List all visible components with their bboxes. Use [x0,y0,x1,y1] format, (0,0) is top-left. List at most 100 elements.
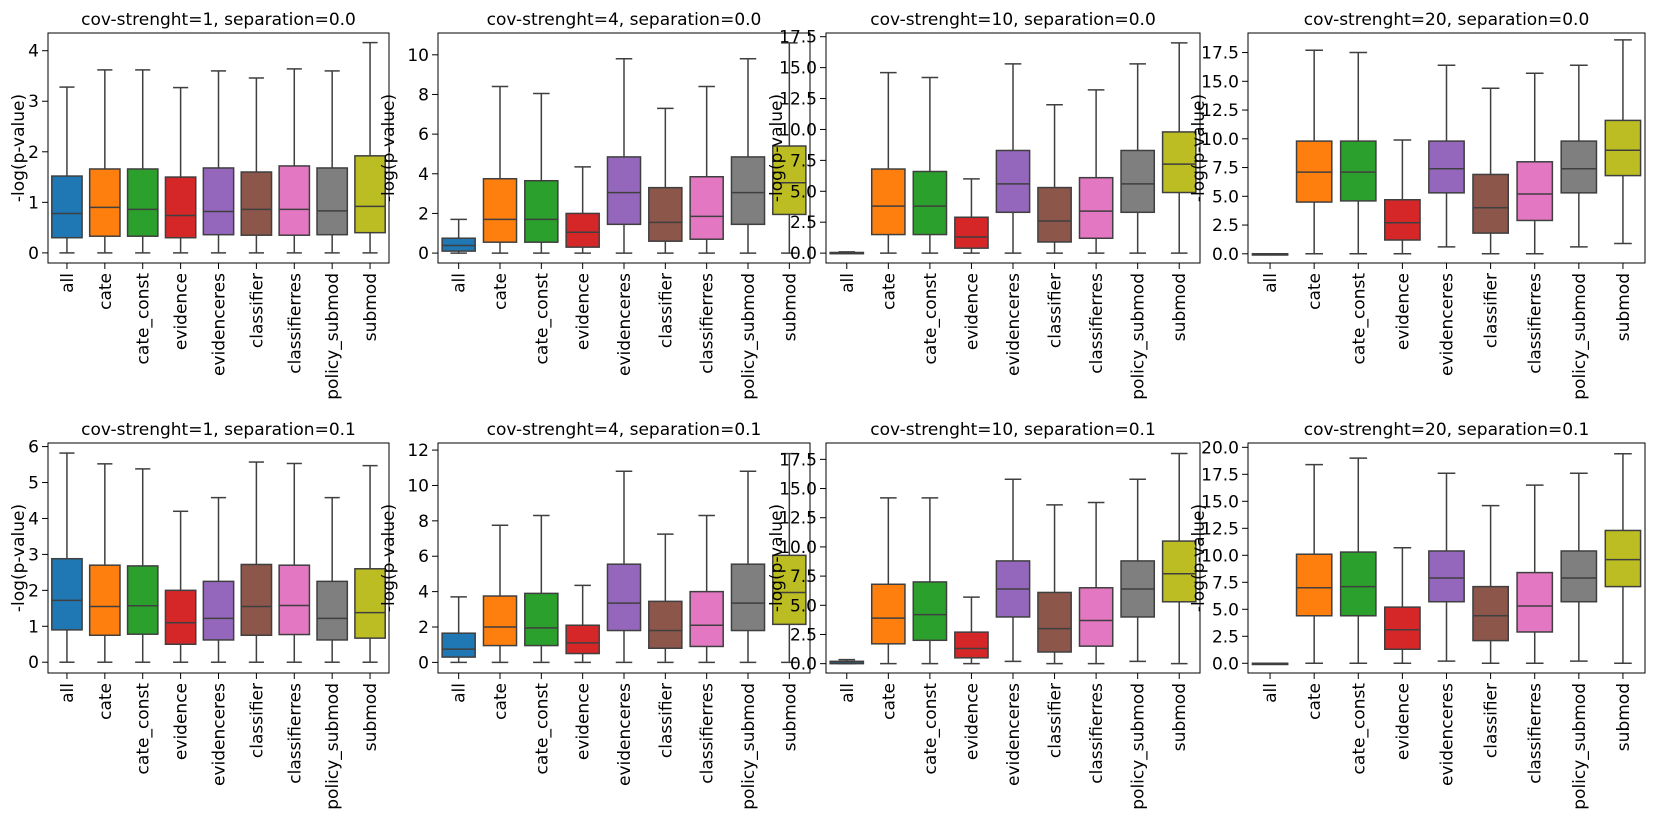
box-iqr [524,592,559,647]
x-tick-label: classifierres [1087,273,1107,374]
x-tick-label: cate [491,273,511,310]
y-tick-label: 2.5 [1212,627,1239,647]
box-policy_submod [1560,472,1598,662]
x-tick-label: cate [491,683,511,720]
box-iqr [1339,551,1377,617]
x-tick-label: classifierres [285,273,305,374]
box-iqr [1560,140,1598,194]
box-classifierres [278,68,311,254]
box-cate_const [1339,51,1377,255]
x-tick-label: submod [780,273,800,341]
y-axis-label: -log(p-value) [379,94,399,202]
box-all [1251,253,1289,256]
box-iqr [482,595,518,647]
x-tick-label: policy_submod [739,683,759,810]
y-tick-label: 0 [28,244,39,264]
box-classifier [648,533,683,664]
x-tick-label: policy_submod [1129,273,1149,400]
x-tick-label: submod [780,683,800,751]
box-evidenceres [606,470,642,664]
x-tick-label: evidenceres [1004,683,1024,786]
box-all [829,658,865,665]
x-tick-label: evidenceres [615,683,635,786]
plot-frame [825,32,1201,264]
x-tick-label: cate [879,683,899,720]
box-iqr [730,156,766,226]
box-iqr [441,632,476,658]
x-tick-label: cate_const [1349,273,1369,365]
box-iqr [606,156,642,226]
y-tick-label: 7.5 [1212,573,1239,593]
x-tick-label: classifierres [1087,683,1107,784]
y-tick-label: 2 [28,581,39,601]
box-iqr [164,176,197,239]
box-cate [482,85,518,254]
y-tick-label: 10.0 [1201,130,1239,150]
subplot-title: cov-strenght=10, separation=0.0 [870,10,1156,30]
box-submod [1604,39,1642,245]
x-tick-label: evidenceres [210,273,230,376]
x-tick-label: all [58,683,78,703]
box-iqr [1383,606,1421,650]
box-iqr [126,565,159,635]
box-iqr [1078,587,1114,647]
x-tick-label: policy_submod [323,683,343,810]
x-tick-label: evidence [172,683,192,760]
box-iqr [126,168,159,237]
box-cate_const [126,69,159,254]
y-tick-label: 15.0 [1201,72,1239,92]
y-tick-label: 0.0 [790,244,817,264]
y-tick-label: 0 [418,653,429,673]
box-iqr [1428,140,1465,194]
box-classifierres [689,85,724,254]
box-submod [354,41,386,254]
y-tick-label: 12.5 [779,90,817,110]
box-iqr [995,149,1031,214]
box-iqr [954,631,989,659]
x-tick-label: cate_const [532,683,552,775]
x-tick-label: cate [96,273,116,310]
box-cate_const [126,468,159,663]
box-classifierres [1078,501,1114,665]
box-iqr [441,237,476,252]
y-tick-label: 8 [418,512,429,532]
y-tick-label: 5.0 [1212,187,1239,207]
y-tick-label: 1 [28,617,39,637]
subplot-title: cov-strenght=4, separation=0.0 [487,10,762,30]
y-tick-label: 12.5 [1201,101,1239,121]
x-tick-label: cate_const [1349,683,1369,775]
x-tick-label: all [1261,273,1281,293]
x-tick-label: classifierres [698,683,718,784]
box-all [829,251,865,255]
box-all [441,596,476,664]
box-policy_submod [316,496,349,663]
x-tick-label: classifier [1046,273,1066,348]
box-cate [870,497,906,665]
y-tick-label: 10 [407,46,429,66]
x-tick-label: cate_const [134,683,154,775]
box-policy_submod [316,70,349,254]
box-iqr [648,600,683,649]
y-axis-label: -log(p-value) [767,504,787,612]
x-tick-label: all [838,683,858,703]
box-submod [772,42,807,254]
box-iqr [730,563,766,632]
y-tick-label: 15.0 [1201,492,1239,512]
box-iqr [912,581,948,642]
box-iqr [1295,553,1333,617]
y-tick-label: 7.5 [1212,159,1239,179]
box-iqr [1472,585,1510,642]
box-all [51,86,83,254]
box-iqr [1037,186,1072,243]
box-evidence [1383,139,1421,255]
y-tick-label: 12.5 [779,509,817,529]
x-tick-label: classifier [247,683,267,758]
y-tick-label: 17.5 [779,450,817,470]
x-tick-label: classifier [1482,273,1502,348]
x-tick-label: submod [361,273,381,341]
x-tick-label: evidenceres [1438,683,1458,786]
box-classifier [1472,504,1510,665]
x-tick-label: classifier [656,683,676,758]
box-iqr [1161,131,1197,194]
box-classifier [1037,103,1072,254]
